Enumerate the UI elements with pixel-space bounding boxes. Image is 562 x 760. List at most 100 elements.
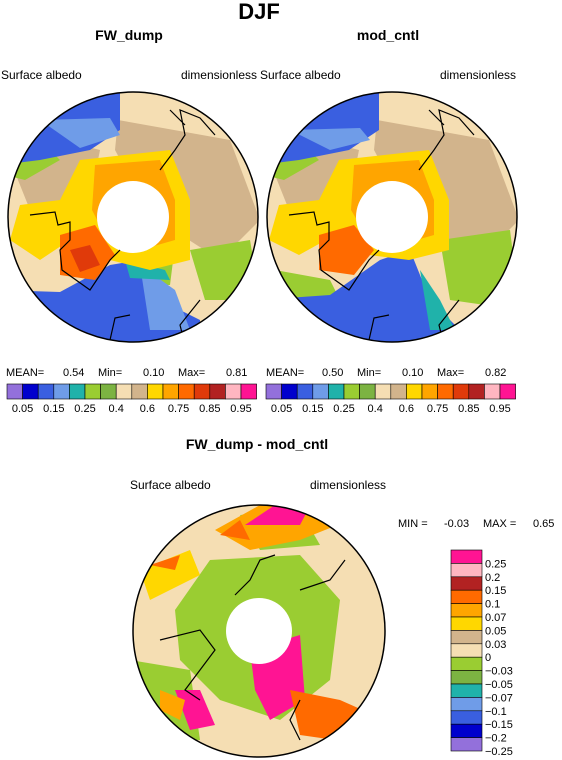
colorbar-label: 0.95	[230, 403, 251, 415]
colorbar-label: −0.25	[485, 746, 513, 758]
units-label: dimensionless	[181, 68, 257, 82]
diff-max-label: MAX =	[483, 518, 516, 530]
colorbar-label: 0.03	[485, 639, 506, 651]
colorbar-label: −0.2	[485, 733, 507, 745]
colorbar-swatch	[6, 383, 23, 400]
panel-title: FW_dump - mod_cntl	[186, 436, 328, 452]
figure-title: DJF	[238, 0, 280, 24]
colorbar-label: −0.07	[485, 692, 513, 704]
max-label: Max=	[437, 367, 464, 379]
colorbar-label: −0.03	[485, 666, 513, 678]
colorbar-swatch	[265, 383, 282, 400]
colorbar-swatch	[225, 383, 242, 400]
colorbar-swatch	[499, 383, 516, 400]
colorbar-swatch	[450, 576, 483, 591]
colorbar-label: 0.07	[485, 612, 506, 624]
colorbar-swatch	[131, 383, 148, 400]
colorbar-label: 0.6	[399, 403, 414, 415]
panel-difference: FW_dump - mod_cntl Surface albedo dimens…	[130, 436, 554, 758]
colorbar-label: 0.75	[427, 403, 448, 415]
colorbar-label: 0.6	[140, 403, 155, 415]
colorbar-swatch	[452, 383, 470, 400]
colorbar-swatch	[178, 383, 195, 400]
colorbar-label: 0.1	[485, 599, 500, 611]
colorbar-label: 0.15	[302, 403, 323, 415]
colorbar-swatch	[100, 383, 117, 400]
colorbar-swatch	[390, 383, 407, 400]
colorbar-swatch	[450, 670, 483, 685]
diff-max-value: 0.65	[533, 518, 554, 530]
colorbar-label: 0.25	[485, 558, 506, 570]
colorbar-swatch	[450, 603, 483, 618]
min-value: 0.10	[402, 367, 423, 379]
variable-label: Surface albedo	[130, 478, 211, 492]
variable-label: Surface albedo	[260, 68, 341, 82]
colorbar-swatch	[450, 616, 483, 631]
colorbar-swatch	[450, 549, 483, 564]
colorbar-horizontal: 0.05 0.15 0.25 0.4 0.6 0.75 0.85 0.95	[6, 383, 257, 415]
mean-label: MEAN=	[6, 367, 44, 379]
colorbar-swatch	[374, 383, 392, 400]
colorbar-label: 0.05	[271, 403, 292, 415]
colorbar-swatch	[450, 563, 483, 578]
colorbar-label: −0.05	[485, 679, 513, 691]
polar-map	[8, 92, 258, 342]
colorbar-label: 0.2	[485, 572, 500, 584]
colorbar-swatch	[240, 383, 257, 400]
units-label: dimensionless	[310, 478, 386, 492]
colorbar-swatch	[450, 723, 483, 738]
colorbar-swatch	[359, 383, 376, 400]
colorbar-swatch	[450, 643, 483, 658]
colorbar-swatch	[450, 656, 483, 671]
colorbar-label: −0.15	[485, 719, 513, 731]
colorbar-swatch	[147, 383, 164, 400]
colorbar-swatch	[53, 383, 70, 400]
colorbar-swatch	[115, 383, 133, 400]
colorbar-horizontal: 0.05 0.15 0.25 0.4 0.6 0.75 0.85 0.95	[265, 383, 516, 415]
colorbar-swatch	[450, 710, 483, 725]
panel-title: FW_dump	[95, 27, 163, 43]
colorbar-swatch	[84, 383, 101, 400]
colorbar-label: 0.95	[489, 403, 510, 415]
colorbar-swatch	[421, 383, 438, 400]
colorbar-swatch	[209, 383, 226, 400]
colorbar-label: 0.4	[368, 403, 383, 415]
colorbar-label: 0	[485, 652, 491, 664]
colorbar-swatch	[162, 383, 179, 400]
colorbar-label: 0.25	[74, 403, 95, 415]
min-value: 0.10	[143, 367, 164, 379]
diff-min-value: -0.03	[444, 518, 469, 530]
min-label: Min=	[357, 367, 381, 379]
colorbar-label: −0.1	[485, 706, 507, 718]
colorbar-label: 0.85	[458, 403, 479, 415]
diff-min-label: MIN =	[398, 518, 428, 530]
colorbar-swatch	[312, 383, 329, 400]
colorbar-swatch	[450, 697, 483, 712]
colorbar-swatch	[343, 383, 360, 400]
colorbar-label: 0.05	[12, 403, 33, 415]
variable-label: Surface albedo	[1, 68, 82, 82]
panel-mod-cntl: mod_cntl Surface albedo dimensionless ME…	[260, 27, 518, 415]
polar-map	[133, 505, 385, 757]
colorbar-swatch	[450, 737, 483, 752]
colorbar-swatch	[437, 383, 454, 400]
max-label: Max=	[178, 367, 205, 379]
colorbar-vertical: 0.250.20.150.10.070.050.030−0.03−0.05−0.…	[450, 549, 513, 758]
colorbar-swatch	[484, 383, 501, 400]
colorbar-label: 0.4	[109, 403, 124, 415]
colorbar-swatch	[450, 589, 483, 604]
max-value: 0.82	[485, 367, 506, 379]
colorbar-label: 0.15	[43, 403, 64, 415]
units-label: dimensionless	[440, 68, 516, 82]
colorbar-swatch	[296, 383, 314, 400]
max-value: 0.81	[226, 367, 247, 379]
colorbar-label: 0.25	[333, 403, 354, 415]
polar-map	[267, 92, 517, 342]
colorbar-swatch	[37, 383, 55, 400]
min-label: Min=	[98, 367, 122, 379]
colorbar-label: 0.75	[168, 403, 189, 415]
colorbar-label: 0.05	[485, 625, 506, 637]
mean-value: 0.54	[63, 367, 84, 379]
colorbar-swatch	[281, 383, 298, 400]
